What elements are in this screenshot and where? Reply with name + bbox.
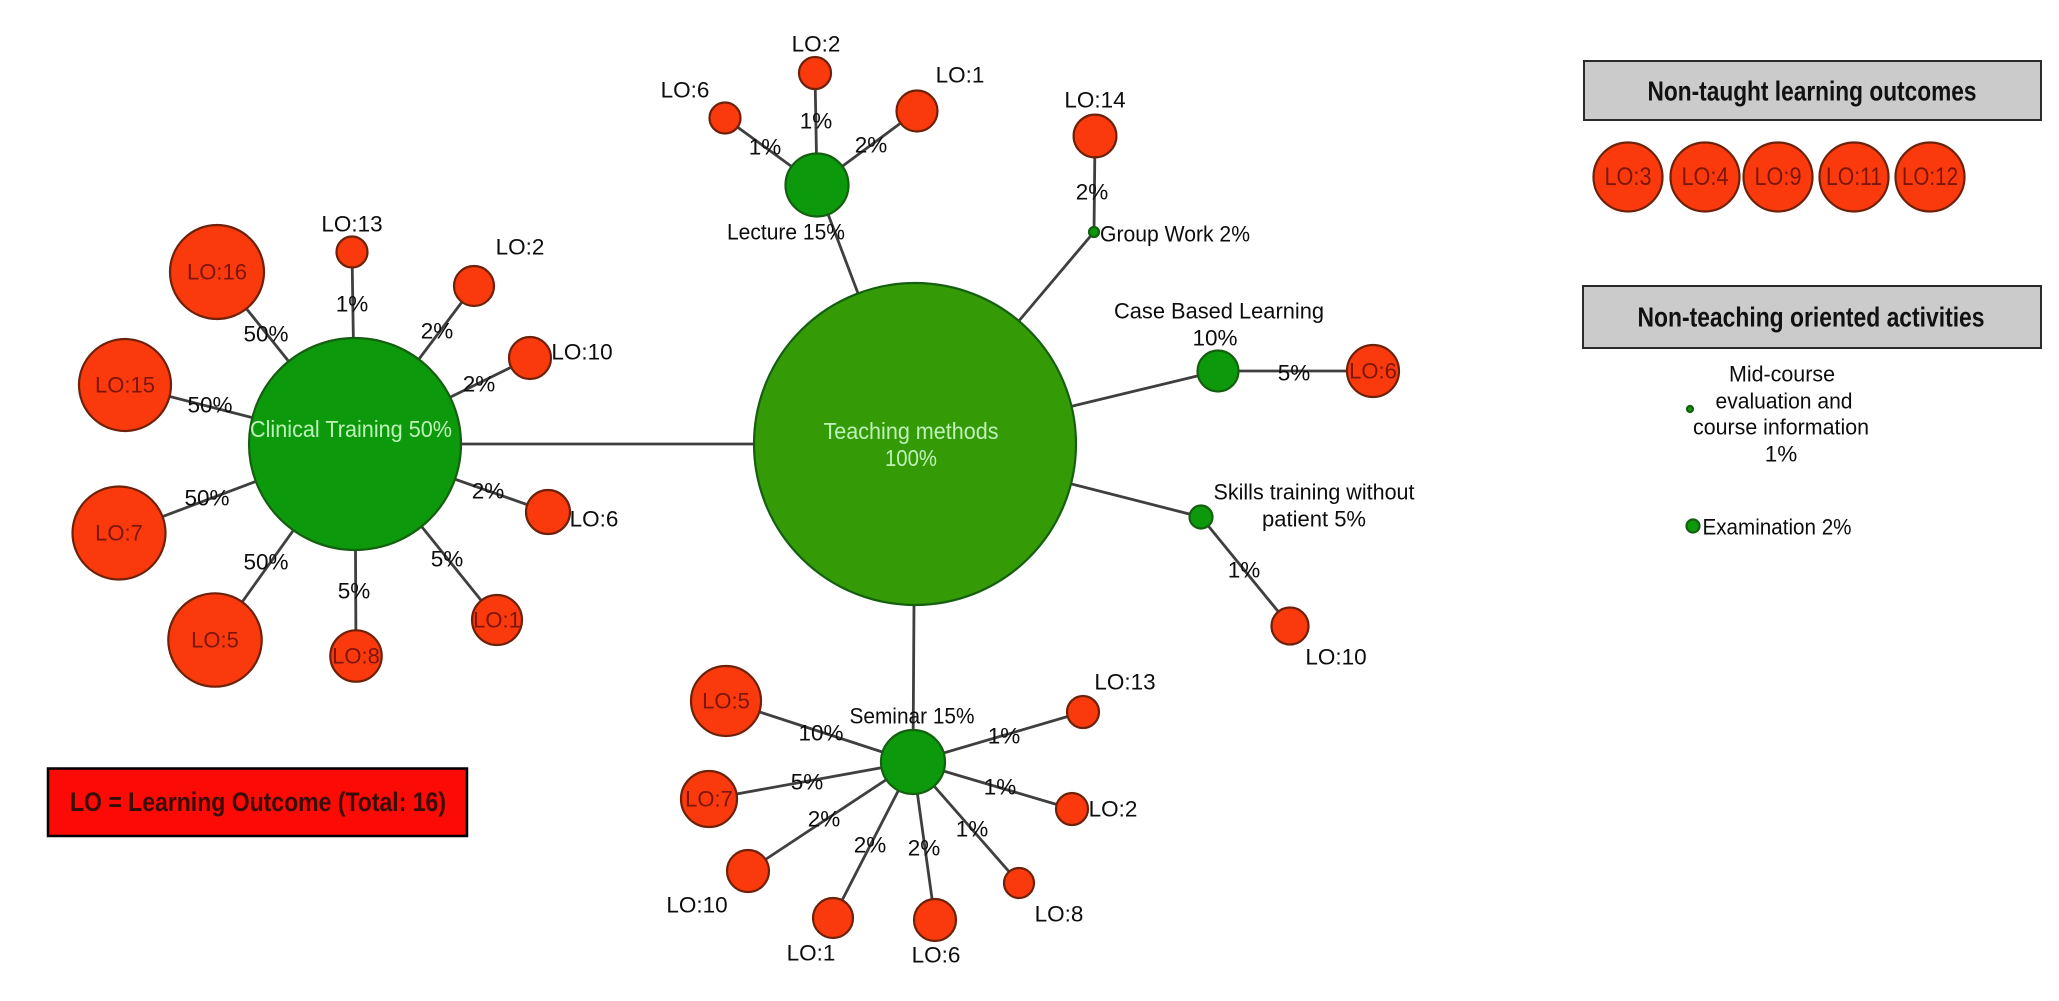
svg-text:LO:10: LO:10 <box>1305 645 1366 670</box>
svg-text:2%: 2% <box>1076 180 1109 205</box>
svg-text:LO:2: LO:2 <box>496 235 545 260</box>
svg-text:LO:8: LO:8 <box>1035 902 1084 927</box>
svg-text:Mid-course: Mid-course <box>1729 362 1835 387</box>
svg-text:patient 5%: patient 5% <box>1262 507 1366 532</box>
svg-text:LO:11: LO:11 <box>1826 163 1882 191</box>
svg-text:LO:8: LO:8 <box>332 644 380 669</box>
svg-text:Case Based Learning: Case Based Learning <box>1114 299 1324 324</box>
svg-text:LO:13: LO:13 <box>1094 670 1155 695</box>
svg-text:course information: course information <box>1693 415 1869 440</box>
svg-text:2%: 2% <box>854 833 887 858</box>
svg-text:LO:6: LO:6 <box>661 78 710 103</box>
svg-text:LO:1: LO:1 <box>473 608 521 633</box>
svg-text:100%: 100% <box>885 445 937 471</box>
svg-text:2%: 2% <box>808 807 841 832</box>
svg-text:Examination 2%: Examination 2% <box>1703 515 1852 540</box>
svg-text:5%: 5% <box>338 579 371 604</box>
svg-text:LO:4: LO:4 <box>1682 163 1729 191</box>
svg-text:LO:16: LO:16 <box>187 260 247 285</box>
svg-text:50%: 50% <box>243 550 288 575</box>
svg-text:Non-teaching oriented activiti: Non-teaching oriented activities <box>1638 302 1985 333</box>
svg-text:LO:5: LO:5 <box>702 689 750 714</box>
svg-text:Non-taught learning outcomes: Non-taught learning outcomes <box>1648 76 1977 107</box>
svg-text:LO:15: LO:15 <box>95 373 155 398</box>
svg-text:evaluation and: evaluation and <box>1716 389 1853 414</box>
svg-text:1%: 1% <box>1228 558 1261 583</box>
svg-text:50%: 50% <box>243 322 288 347</box>
svg-text:LO:12: LO:12 <box>1902 163 1958 191</box>
svg-text:Teaching methods: Teaching methods <box>824 418 999 444</box>
svg-text:10%: 10% <box>798 721 843 746</box>
svg-text:2%: 2% <box>855 133 888 158</box>
svg-text:LO:9: LO:9 <box>1755 163 1802 191</box>
svg-text:5%: 5% <box>791 770 824 795</box>
svg-text:1%: 1% <box>1765 442 1798 467</box>
svg-text:LO:10: LO:10 <box>551 340 612 365</box>
svg-text:LO:6: LO:6 <box>912 943 961 968</box>
svg-text:1%: 1% <box>988 724 1021 749</box>
svg-text:1%: 1% <box>984 775 1017 800</box>
svg-text:50%: 50% <box>184 486 229 511</box>
svg-text:LO:2: LO:2 <box>792 32 841 57</box>
svg-text:LO:3: LO:3 <box>1605 163 1652 191</box>
svg-text:Lecture 15%: Lecture 15% <box>727 220 845 245</box>
svg-text:10%: 10% <box>1192 326 1237 351</box>
svg-text:LO:5: LO:5 <box>191 628 239 653</box>
svg-text:Skills training without: Skills training without <box>1214 480 1416 505</box>
svg-text:2%: 2% <box>908 836 941 861</box>
svg-text:1%: 1% <box>956 817 989 842</box>
svg-text:5%: 5% <box>431 547 464 572</box>
svg-text:LO:13: LO:13 <box>321 212 382 237</box>
svg-text:LO:14: LO:14 <box>1064 88 1125 113</box>
svg-text:LO:6: LO:6 <box>570 507 619 532</box>
svg-text:LO:10: LO:10 <box>666 893 727 918</box>
svg-text:2%: 2% <box>421 319 454 344</box>
svg-text:LO = Learning Outcome (Total:: LO = Learning Outcome (Total: 16) <box>70 787 446 817</box>
svg-text:LO:1: LO:1 <box>787 941 836 966</box>
svg-text:1%: 1% <box>749 135 782 160</box>
svg-text:2%: 2% <box>472 479 505 504</box>
svg-text:LO:1: LO:1 <box>936 63 985 88</box>
svg-text:50%: 50% <box>187 393 232 418</box>
svg-text:LO:2: LO:2 <box>1089 797 1138 822</box>
svg-text:LO:6: LO:6 <box>1349 359 1397 384</box>
svg-text:1%: 1% <box>336 292 369 317</box>
svg-text:Clinical Training 50%: Clinical Training 50% <box>250 416 452 442</box>
svg-text:5%: 5% <box>1278 361 1311 386</box>
svg-text:LO:7: LO:7 <box>95 521 143 546</box>
svg-text:2%: 2% <box>463 372 496 397</box>
svg-text:LO:7: LO:7 <box>685 787 733 812</box>
svg-text:Group Work 2%: Group Work 2% <box>1100 222 1250 247</box>
svg-text:1%: 1% <box>800 109 833 134</box>
svg-text:Seminar 15%: Seminar 15% <box>850 704 975 729</box>
